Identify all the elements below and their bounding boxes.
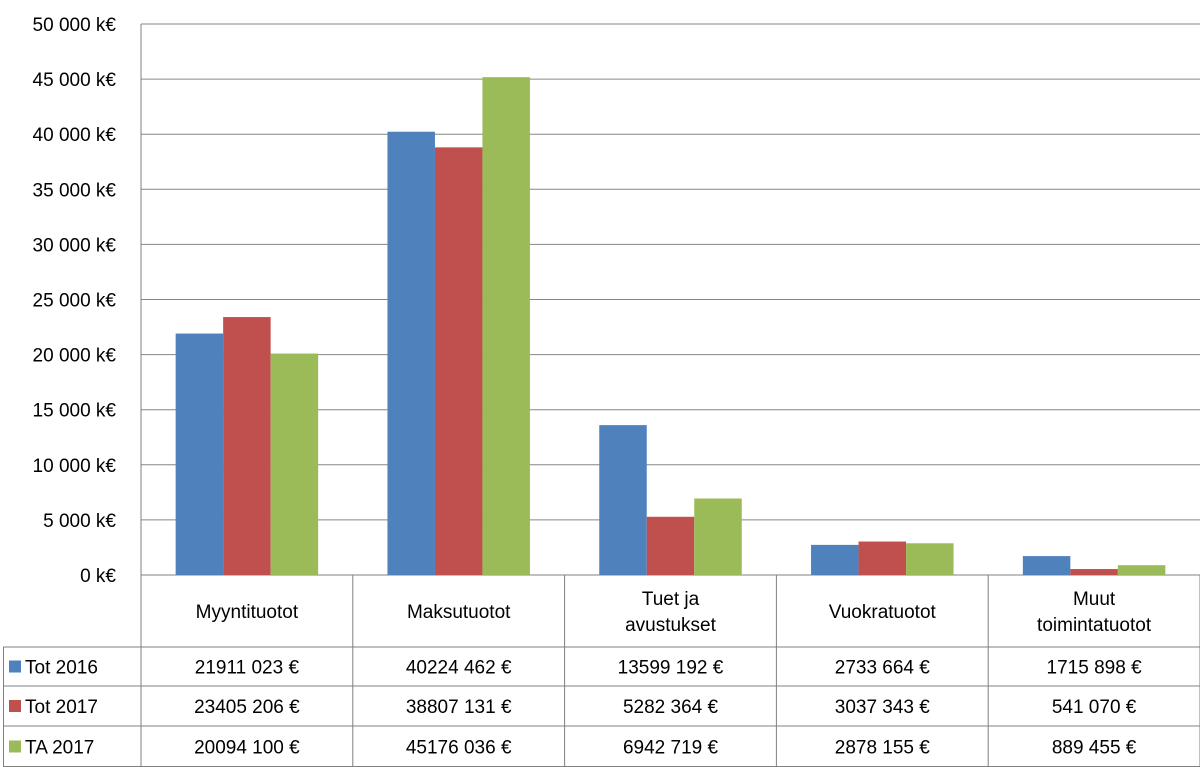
category-label: Muut — [1073, 589, 1116, 610]
bar — [811, 544, 859, 575]
category-label: Vuokratuotot — [829, 602, 937, 623]
legend-key — [9, 700, 21, 712]
data-table-value: 45176 036 € — [406, 738, 512, 759]
category-label: Tuet ja — [642, 589, 700, 610]
y-tick-label: 10 000 k€ — [33, 456, 117, 477]
bar — [434, 147, 483, 576]
y-tick-label: 30 000 k€ — [33, 235, 117, 256]
bar — [175, 333, 224, 575]
category-labels: Myyntituotot Maksutuotot Tuet ja avustukset… — [196, 589, 1152, 636]
y-tick-label: 0 k€ — [80, 566, 116, 587]
bar — [599, 425, 647, 575]
bar — [223, 317, 271, 575]
category-label: avustukset — [625, 615, 717, 636]
bar — [906, 543, 954, 575]
bar — [1070, 569, 1118, 575]
y-tick-label: 20 000 k€ — [33, 346, 117, 367]
y-tick-label: 15 000 k€ — [33, 401, 117, 422]
data-table-value: 23405 206 € — [194, 697, 300, 718]
bar — [646, 516, 695, 575]
data-table-value: 5282 364 € — [623, 697, 719, 718]
data-table-value: 20094 100 € — [194, 738, 300, 759]
bar — [694, 498, 742, 575]
bars — [175, 77, 1166, 576]
data-table-value: 3037 343 € — [835, 697, 931, 718]
legend-key — [9, 660, 21, 673]
data-table-value: 889 455 € — [1052, 738, 1137, 759]
y-tick-label: 5 000 k€ — [43, 511, 116, 532]
y-tick-label: 25 000 k€ — [33, 291, 117, 312]
y-tick-label: 45 000 k€ — [33, 70, 117, 91]
y-axis-tick-labels: 0 k€ 5 000 k€ 10 000 k€ 15 000 k€ 20 000 k€ 2… — [33, 15, 117, 587]
y-tick-label: 40 000 k€ — [33, 125, 117, 146]
data-table-value: 6942 719 € — [623, 738, 719, 759]
data-table-value: 541 070 € — [1052, 697, 1137, 718]
data-table-value: 38807 131 € — [406, 697, 512, 718]
bar — [1117, 565, 1166, 575]
data-table-value: 1715 898 € — [1047, 658, 1143, 679]
data-table-value: 40224 462 € — [406, 658, 512, 679]
legend-label: TA 2017 — [25, 738, 94, 759]
y-tick-label: 35 000 k€ — [33, 180, 117, 201]
legend-label: Tot 2016 — [25, 658, 98, 679]
data-table-value: 21911 023 € — [195, 658, 300, 679]
data-table-value: 2733 664 € — [835, 658, 931, 679]
bar — [858, 541, 907, 575]
y-tick-label: 50 000 k€ — [33, 15, 117, 36]
legend-key — [9, 740, 21, 753]
category-label: Maksutuotot — [407, 602, 511, 623]
bar — [482, 77, 530, 575]
data-table-value: 2878 155 € — [835, 738, 931, 759]
data-table: Tot 2016 21911 023 € 40224 462 € 13599 192 … — [3, 575, 1200, 767]
category-label: toimintatuotot — [1037, 615, 1152, 636]
legend-label: Tot 2017 — [25, 697, 98, 718]
bar — [270, 353, 319, 575]
category-label: Myyntituotot — [196, 602, 299, 623]
bar — [1022, 556, 1071, 575]
bar — [387, 131, 435, 575]
data-table-value: 13599 192 € — [618, 658, 724, 679]
